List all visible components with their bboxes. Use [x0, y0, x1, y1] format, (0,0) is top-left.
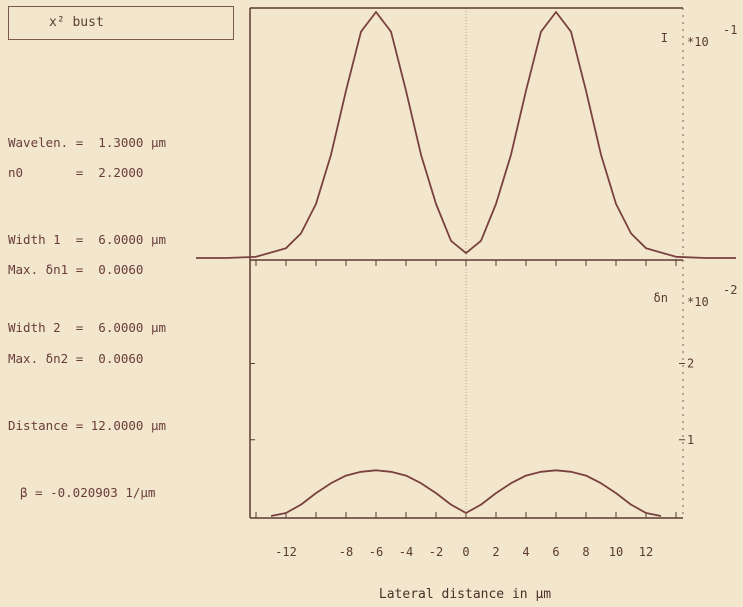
param-width-1: Width 1 = 6.0000 µm: [8, 232, 167, 247]
y-label-index: δn: [654, 291, 668, 305]
param-n0: n0 = 2.2000: [8, 165, 144, 180]
x-tick-label: 0: [462, 545, 469, 559]
mode-box[interactable]: x² bust: [8, 6, 234, 40]
x-tick-label: 12: [639, 545, 653, 559]
curves: [196, 11, 736, 517]
x-tick-label: -6: [369, 545, 383, 559]
axis-ticks: [250, 260, 685, 518]
x-axis-title: Lateral distance in µm: [379, 587, 551, 602]
x-tick-label: -2: [429, 545, 443, 559]
mode-label: x² bust: [49, 15, 104, 30]
axis-labels: I *10-1δn *10-212-12 -8 -6 -4 -2 0 2 4 6 8 10 12Later…: [275, 23, 737, 602]
param-max-dn2: Max. δn2 = 0.0060: [8, 351, 144, 366]
intensity-curve: [196, 11, 736, 259]
y-tick-label: 2: [687, 357, 694, 371]
y-scale-index: *10: [687, 295, 709, 309]
y-label-intensity: I: [661, 31, 668, 45]
x-tick-label: 4: [522, 545, 529, 559]
x-tick-label: -12: [275, 545, 297, 559]
param-width-2: Width 2 = 6.0000 µm: [8, 320, 167, 335]
x-tick-label: -8: [339, 545, 353, 559]
param-distance: Distance = 12.0000 µm: [8, 418, 167, 433]
x-tick-label: 6: [552, 545, 559, 559]
param-beta: β = -0.020903 1/µm: [20, 485, 156, 500]
index-curve: [270, 469, 662, 517]
x-tick-label: 8: [582, 545, 589, 559]
y-tick-label: 1: [687, 433, 694, 447]
param-wavelength: Wavelen. = 1.3000 µm: [8, 135, 167, 150]
x-tick-label: 2: [492, 545, 499, 559]
y-scale-exp-intensity: -1: [723, 23, 737, 37]
y-scale-exp-index: -2: [723, 283, 737, 297]
y-scale-intensity: *10: [687, 35, 709, 49]
x-tick-label: 10: [609, 545, 623, 559]
param-max-dn1: Max. δn1 = 0.0060: [8, 262, 144, 277]
x-tick-label: -4: [399, 545, 413, 559]
